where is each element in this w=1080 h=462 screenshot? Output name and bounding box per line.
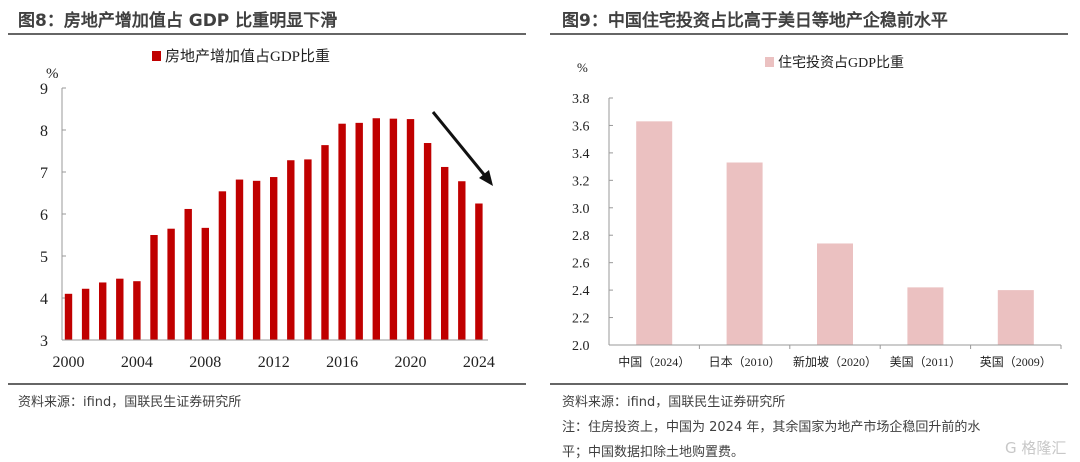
right-y-tick-label: 2.4: [572, 284, 590, 299]
left-bar-2006: [167, 228, 175, 340]
left-bar-2000: [64, 293, 73, 340]
right-legend-swatch: [765, 57, 774, 67]
left-bar-2005: [150, 235, 158, 340]
right-y-tick-label: 3.4: [572, 147, 590, 162]
left-chart: 房地产增加值占GDP比重 % 3 4 5 6 7 8 9 2000 2004 2008 2012 20…: [40, 48, 495, 371]
left-y-tick-label: 6: [40, 207, 48, 224]
left-x-tick-label: 2012: [258, 354, 290, 371]
left-bar-2020: [406, 119, 415, 340]
left-x-tick-label: 2020: [395, 354, 427, 371]
right-legend-label: 住宅投资占GDP比重: [778, 55, 904, 71]
left-bar-2016: [338, 123, 346, 340]
right-title-rule: [550, 33, 1068, 35]
left-x-tick-label: 2016: [326, 354, 358, 371]
left-title-rule: [8, 33, 526, 35]
right-note-line1: 注：住房投资上，中国为 2024 年，其余国家为地产市场企稳回升前的水: [562, 420, 981, 435]
right-y-tick-label: 2.2: [572, 312, 590, 327]
left-y-tick-label: 4: [40, 291, 48, 308]
left-legend-swatch: [152, 51, 161, 61]
right-chart-title: 图9：中国住宅投资占比高于美日等地产企稳前水平: [562, 11, 948, 31]
left-bar-2021: [423, 143, 432, 340]
left-bar-2019: [389, 118, 398, 340]
right-x-tick-label: 新加坡（2020）: [793, 354, 877, 369]
left-bar-2017: [355, 122, 363, 340]
right-bar: [636, 121, 673, 345]
right-y-tick-label: 3.6: [572, 119, 590, 134]
right-y-tick-label: 3.8: [572, 92, 590, 107]
right-y-unit: %: [577, 60, 588, 75]
left-bar-2022: [441, 166, 449, 340]
left-bar-2014: [304, 159, 312, 340]
right-x-tick-label: 日本（2010）: [709, 355, 781, 369]
left-bar-2018: [372, 118, 380, 341]
left-y-tick-label: 9: [40, 81, 48, 98]
left-x-tick-label: 2008: [189, 354, 221, 371]
left-bar-2015: [321, 145, 329, 340]
left-x-tick-label: 2000: [53, 354, 85, 371]
left-source: 资料来源：ifind，国联民生证券研究所: [18, 395, 242, 410]
left-bar-2013: [287, 160, 295, 340]
left-legend-label: 房地产增加值占GDP比重: [165, 48, 330, 65]
left-x-tick-label: 2024: [463, 354, 495, 371]
right-source: 资料来源：ifind，国联民生证券研究所: [562, 395, 786, 410]
left-bar-2001: [81, 288, 90, 340]
left-bar-2004: [133, 281, 141, 340]
left-y-tick-label: 7: [40, 165, 48, 182]
right-bar: [907, 287, 944, 345]
right-y-tick-label: 2.0: [572, 339, 590, 354]
left-bar-2003: [116, 278, 124, 340]
left-bar-2024: [475, 203, 483, 340]
right-footer-rule: [550, 383, 1068, 385]
left-bar-2007: [184, 208, 192, 340]
left-bar-2012: [270, 177, 278, 340]
left-bar-2023: [458, 181, 466, 340]
left-x-tick-label: 2004: [121, 354, 153, 371]
right-y-tick-label: 2.8: [572, 229, 590, 244]
right-y-tick-label: 3.2: [572, 174, 590, 189]
right-x-tick-label: 中国（2024）: [618, 354, 690, 369]
right-x-tick-label: 英国（2009）: [980, 355, 1052, 369]
left-y-tick-label: 5: [40, 249, 48, 266]
right-y-tick-label: 3.0: [572, 202, 590, 217]
left-y-tick-label: 8: [40, 123, 48, 140]
left-bar-2009: [218, 191, 227, 340]
right-y-tick-label: 2.6: [572, 257, 590, 272]
right-x-tick-label: 美国（2011）: [890, 355, 962, 369]
left-bar-2010: [235, 179, 244, 340]
left-chart-title: 图8：房地产增加值占 GDP 比重明显下滑: [18, 11, 338, 31]
right-bar: [997, 290, 1034, 345]
left-bar-2011: [252, 180, 261, 340]
left-footer-rule: [8, 383, 526, 385]
right-bar: [817, 243, 853, 345]
right-chart: 住宅投资占GDP比重 % 2.0 2.2 2.4 2.6 2.8 3.0 3.2 3.4 3.6…: [572, 55, 1062, 369]
trend-arrow-icon: [431, 111, 493, 186]
left-y-unit: %: [46, 66, 59, 82]
right-note-line2: 平；中国数据扣除土地购置费。: [562, 445, 745, 460]
left-bar-2008: [201, 227, 209, 340]
watermark-logo: G 格隆汇: [1005, 439, 1067, 457]
right-bar: [726, 162, 763, 345]
left-bar-2002: [99, 282, 107, 340]
left-y-tick-label: 3: [40, 333, 48, 350]
